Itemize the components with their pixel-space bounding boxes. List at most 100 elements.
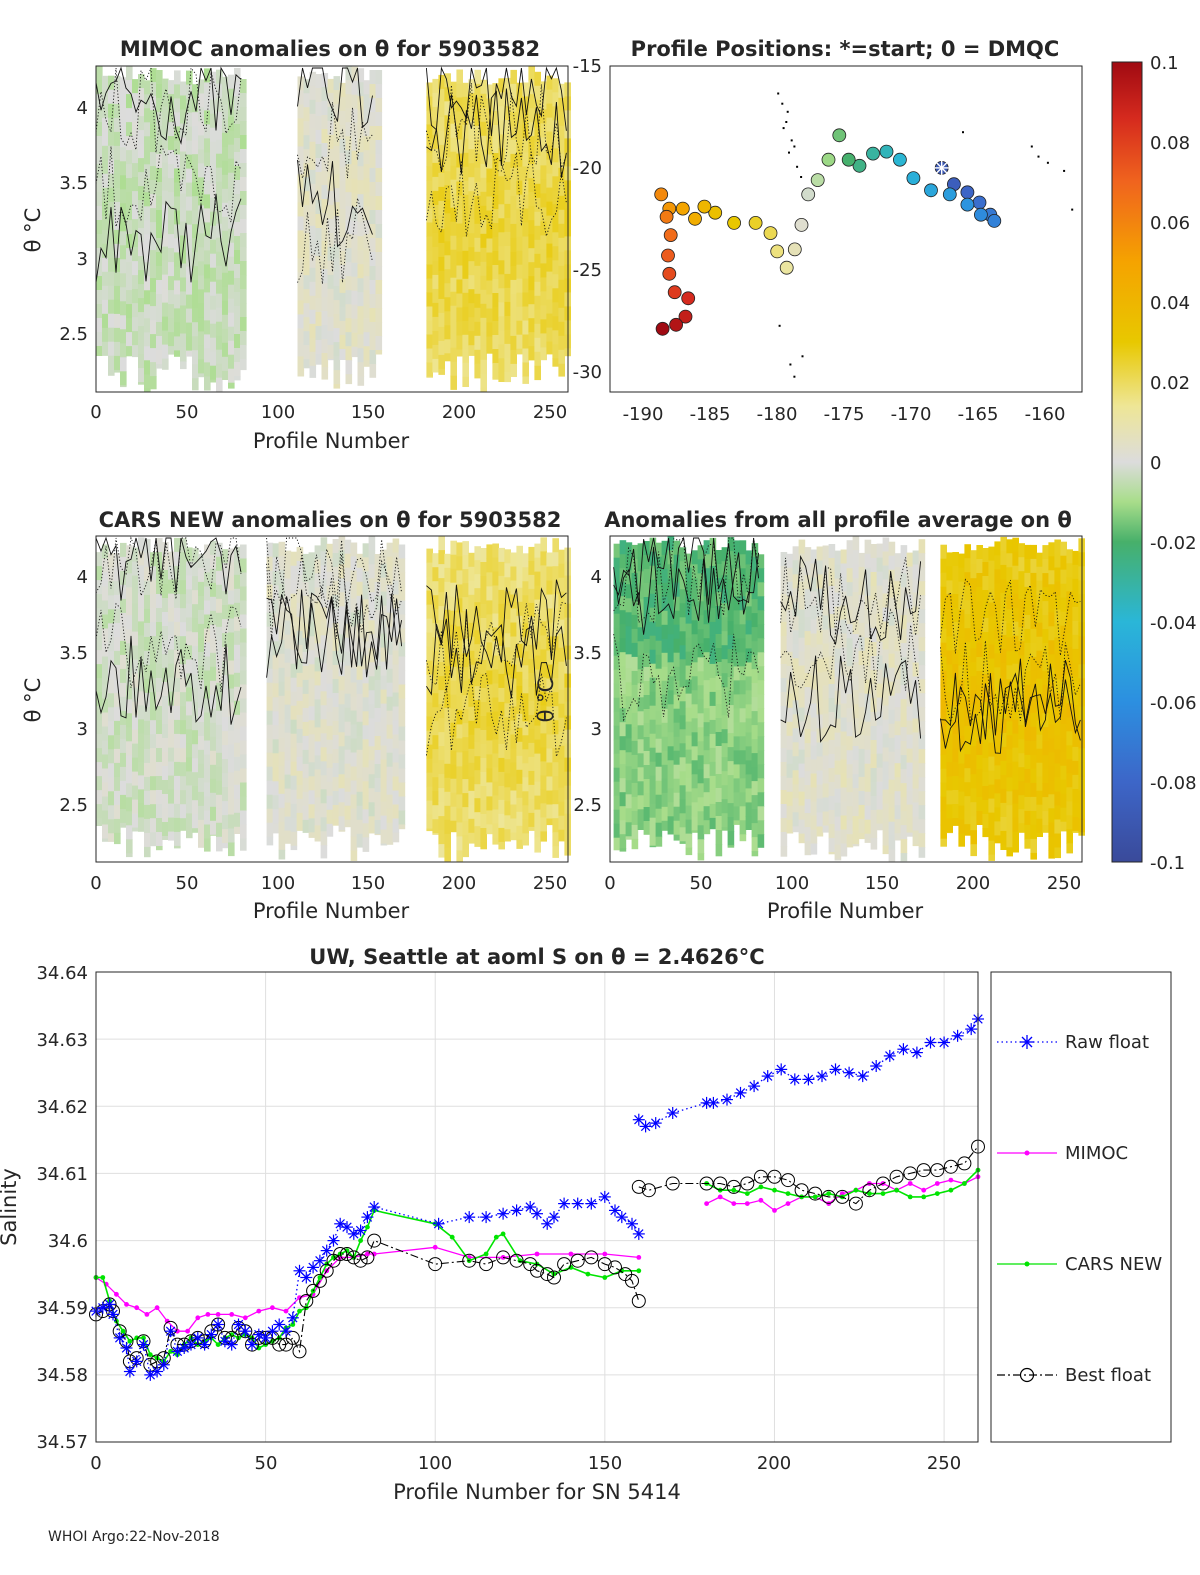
- anomaly-cell: [315, 200, 323, 215]
- anomaly-cell: [162, 358, 169, 370]
- anomaly-cell: [1060, 709, 1067, 725]
- anomaly-cell: [386, 668, 394, 684]
- anomaly-cell: [510, 83, 517, 99]
- anomaly-cell: [290, 733, 298, 749]
- anomaly-cell: [757, 764, 765, 779]
- anomaly-cell: [444, 609, 451, 625]
- star-stroke: [125, 1366, 135, 1377]
- anomaly-cell: [988, 644, 995, 660]
- anomaly-cell: [156, 734, 163, 749]
- anomaly-cell: [320, 747, 328, 762]
- anomaly-cell: [498, 134, 505, 149]
- anomaly-cell: [156, 84, 163, 99]
- contour-line: [425, 66, 567, 137]
- anomaly-cell: [392, 790, 400, 806]
- anomaly-cell: [326, 655, 334, 671]
- anomaly-cell: [1042, 671, 1049, 686]
- anomaly-cell: [102, 173, 109, 189]
- profile-position-marker: [748, 215, 763, 230]
- anomaly-cell: [994, 695, 1001, 710]
- anomaly-cell: [102, 824, 109, 840]
- anomaly-cell: [870, 544, 878, 559]
- anomaly-cell: [643, 779, 651, 794]
- anomaly-cell: [174, 621, 181, 637]
- anomaly-cell: [828, 642, 836, 657]
- anomaly-cell: [804, 603, 812, 618]
- anomaly-cell: [392, 818, 400, 834]
- anomaly-cell: [540, 663, 547, 678]
- anomaly-cell: [522, 320, 529, 336]
- data-point: [758, 1197, 764, 1203]
- anomaly-cell: [733, 806, 741, 821]
- anomaly-cell: [174, 70, 181, 85]
- anomaly-cell: [552, 316, 559, 331]
- anomaly-cell: [345, 94, 353, 109]
- anomaly-cell: [757, 806, 765, 821]
- anomaly-cell: [456, 265, 463, 281]
- anomaly-cell: [168, 234, 175, 249]
- anomaly-cell: [655, 808, 663, 824]
- anomaly-cell: [210, 750, 217, 766]
- anomaly-cell: [444, 171, 451, 186]
- anomaly-cell: [852, 564, 860, 579]
- data-point: [137, 1338, 150, 1351]
- anomaly-cell: [780, 594, 788, 609]
- anomaly-cell: [516, 124, 523, 140]
- anomaly-cell: [988, 798, 995, 814]
- anomaly-cell: [309, 71, 317, 87]
- anomaly-cell: [1030, 684, 1037, 700]
- anomaly-cell: [398, 558, 406, 574]
- anomaly-cell: [272, 781, 280, 796]
- anomaly-cell: [216, 780, 223, 796]
- anomaly-cell: [426, 250, 433, 266]
- anomaly-cell: [345, 80, 353, 95]
- anomaly-cell: [994, 765, 1001, 780]
- anomaly-cell: [703, 610, 711, 625]
- anomaly-cell: [216, 251, 223, 267]
- anomaly-cell: [946, 692, 953, 707]
- anomaly-cell: [480, 93, 487, 109]
- anomaly-cell: [138, 719, 145, 734]
- anomaly-cell: [1012, 621, 1019, 637]
- anomaly-cell: [144, 318, 151, 333]
- anomaly-cell: [721, 673, 729, 688]
- anomaly-cell: [792, 658, 800, 673]
- anomaly-cell: [661, 582, 669, 598]
- anomaly-cell: [326, 557, 334, 573]
- anomaly-cell: [345, 136, 353, 151]
- anomaly-cell: [192, 814, 199, 829]
- anomaly-cell: [739, 680, 747, 695]
- anomaly-cell: [432, 651, 439, 666]
- anomaly-cell: [1042, 657, 1049, 672]
- anomaly-cell: [210, 155, 217, 171]
- anomaly-cell: [278, 737, 286, 753]
- anomaly-cell: [637, 613, 645, 628]
- anomaly-cell: [918, 763, 926, 778]
- anomaly-cell: [180, 109, 187, 125]
- anomaly-cell: [240, 754, 247, 770]
- anomaly-cell: [156, 98, 163, 113]
- anomaly-cell: [375, 126, 383, 141]
- anomaly-cell: [432, 595, 439, 610]
- anomaly-cell: [327, 176, 335, 192]
- anomaly-cell: [192, 758, 199, 773]
- contour-line: [939, 640, 1081, 724]
- anomaly-cell: [1054, 833, 1061, 849]
- anomaly-cell: [751, 585, 759, 600]
- anomaly-cell: [952, 608, 959, 623]
- anomaly-cell: [168, 733, 175, 749]
- anomaly-cell: [679, 813, 687, 828]
- anomaly-cell: [1024, 824, 1031, 840]
- anomaly-cell: [368, 648, 376, 663]
- anomaly-cell: [994, 639, 1001, 654]
- anomaly-cell: [150, 706, 157, 721]
- anomaly-cell: [840, 759, 848, 775]
- anomaly-cell: [284, 788, 292, 804]
- anomaly-cell: [691, 648, 699, 663]
- anomaly-cell: [333, 300, 341, 315]
- anomaly-cell: [198, 135, 205, 150]
- anomaly-cell: [661, 652, 669, 668]
- anomaly-cell: [540, 719, 547, 734]
- anomaly-cell: [426, 576, 433, 592]
- anomaly-cell: [1024, 572, 1031, 588]
